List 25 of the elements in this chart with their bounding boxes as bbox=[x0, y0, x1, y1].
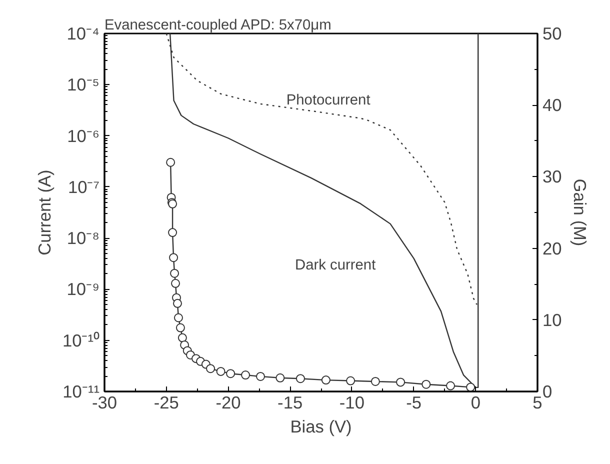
y-tick-label: 10⁻⁸ bbox=[66, 228, 100, 248]
y2-tick-label: 10 bbox=[542, 310, 562, 330]
x-tick-label: -10 bbox=[339, 392, 364, 412]
y2-axis-title: Gain (M) bbox=[570, 178, 590, 246]
x-tick-label: -5 bbox=[406, 392, 422, 412]
chart-title: Evanescent-coupled APD: 5x70μm bbox=[104, 18, 332, 34]
x-tick-label: 0 bbox=[470, 392, 480, 412]
y-tick-label: 10⁻⁶ bbox=[67, 126, 100, 146]
y2-tick-label: 50 bbox=[542, 24, 562, 44]
y-tick-label: 10⁻⁷ bbox=[68, 176, 100, 197]
x-axis-title: Bias (V) bbox=[290, 416, 352, 436]
x-tick-label: -25 bbox=[154, 392, 179, 412]
y-tick-label: 10⁻¹⁰ bbox=[62, 330, 100, 350]
y2-tick-label: 20 bbox=[542, 238, 562, 258]
y-tick-label: 10⁻⁵ bbox=[67, 74, 100, 95]
y-tick-label: 10⁻⁹ bbox=[66, 279, 100, 300]
y-tick-label: 10⁻⁴ bbox=[66, 24, 100, 44]
y2-tick-label: 30 bbox=[542, 166, 562, 187]
x-tick-label: -15 bbox=[278, 392, 303, 412]
x-tick-label: 5 bbox=[532, 392, 542, 412]
text: Dark current bbox=[295, 257, 376, 274]
series-label: Photocurrent bbox=[286, 92, 370, 109]
y-axis-title: Current (A) bbox=[34, 170, 54, 256]
x-tick-label: -20 bbox=[216, 392, 241, 412]
y2-tick-label: 40 bbox=[542, 95, 562, 116]
